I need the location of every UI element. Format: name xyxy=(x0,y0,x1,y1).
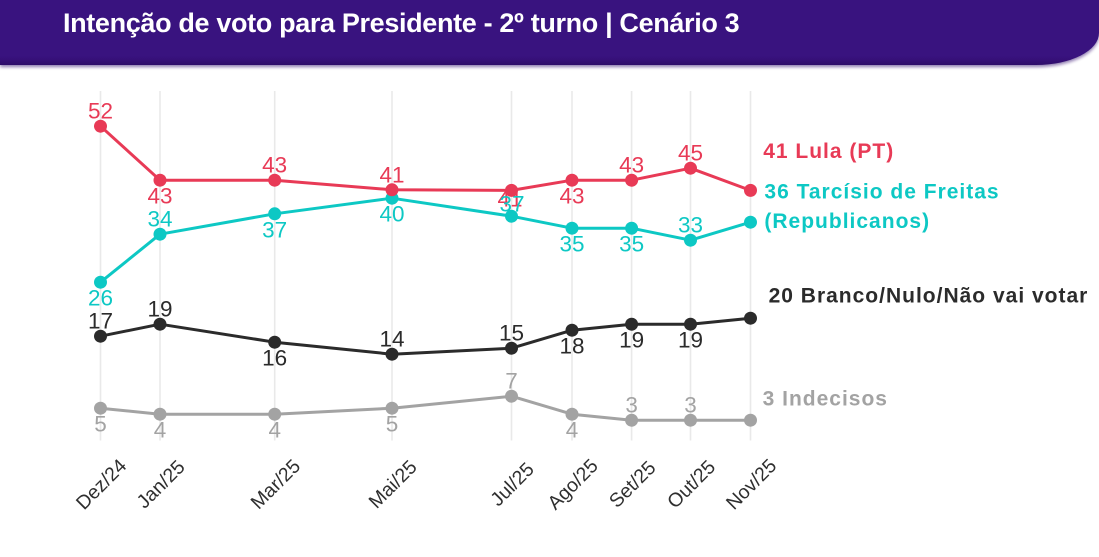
svg-text:36 Tarcísio de Freitas: 36 Tarcísio de Freitas xyxy=(764,181,999,204)
svg-text:35: 35 xyxy=(559,232,584,257)
svg-text:19: 19 xyxy=(619,328,644,353)
svg-text:43: 43 xyxy=(559,184,584,209)
svg-text:7: 7 xyxy=(505,369,518,394)
svg-text:37: 37 xyxy=(262,217,287,242)
svg-text:43: 43 xyxy=(262,153,287,178)
svg-text:19: 19 xyxy=(147,297,172,322)
svg-text:40: 40 xyxy=(379,202,404,227)
svg-text:5: 5 xyxy=(386,412,399,437)
svg-text:Intenção de voto para Presiden: Intenção de voto para Presidente - 2º tu… xyxy=(63,8,740,38)
svg-text:4: 4 xyxy=(566,418,579,443)
svg-text:18: 18 xyxy=(559,334,584,359)
svg-text:41 Lula (PT): 41 Lula (PT) xyxy=(763,140,894,163)
svg-text:4: 4 xyxy=(268,418,281,443)
svg-text:14: 14 xyxy=(379,327,404,352)
svg-text:4: 4 xyxy=(154,418,167,443)
svg-text:52: 52 xyxy=(88,99,113,124)
svg-text:43: 43 xyxy=(619,153,644,178)
svg-text:35: 35 xyxy=(619,232,644,257)
svg-text:41: 41 xyxy=(379,162,404,187)
svg-text:34: 34 xyxy=(147,207,172,232)
svg-text:19: 19 xyxy=(678,328,703,353)
svg-text:3: 3 xyxy=(625,393,638,418)
svg-text:5: 5 xyxy=(94,412,107,437)
svg-text:33: 33 xyxy=(678,213,703,238)
svg-text:15: 15 xyxy=(499,321,524,346)
svg-text:3: 3 xyxy=(684,393,697,418)
svg-text:(Republicanos): (Republicanos) xyxy=(764,210,930,233)
svg-text:26: 26 xyxy=(88,286,113,311)
svg-text:45: 45 xyxy=(678,141,703,166)
svg-text:17: 17 xyxy=(88,309,113,334)
svg-text:20 Branco/Nulo/Não vai votar: 20 Branco/Nulo/Não vai votar xyxy=(769,284,1089,307)
svg-text:43: 43 xyxy=(147,184,172,209)
svg-text:3 Indecisos: 3 Indecisos xyxy=(763,387,888,410)
svg-text:16: 16 xyxy=(262,346,287,371)
